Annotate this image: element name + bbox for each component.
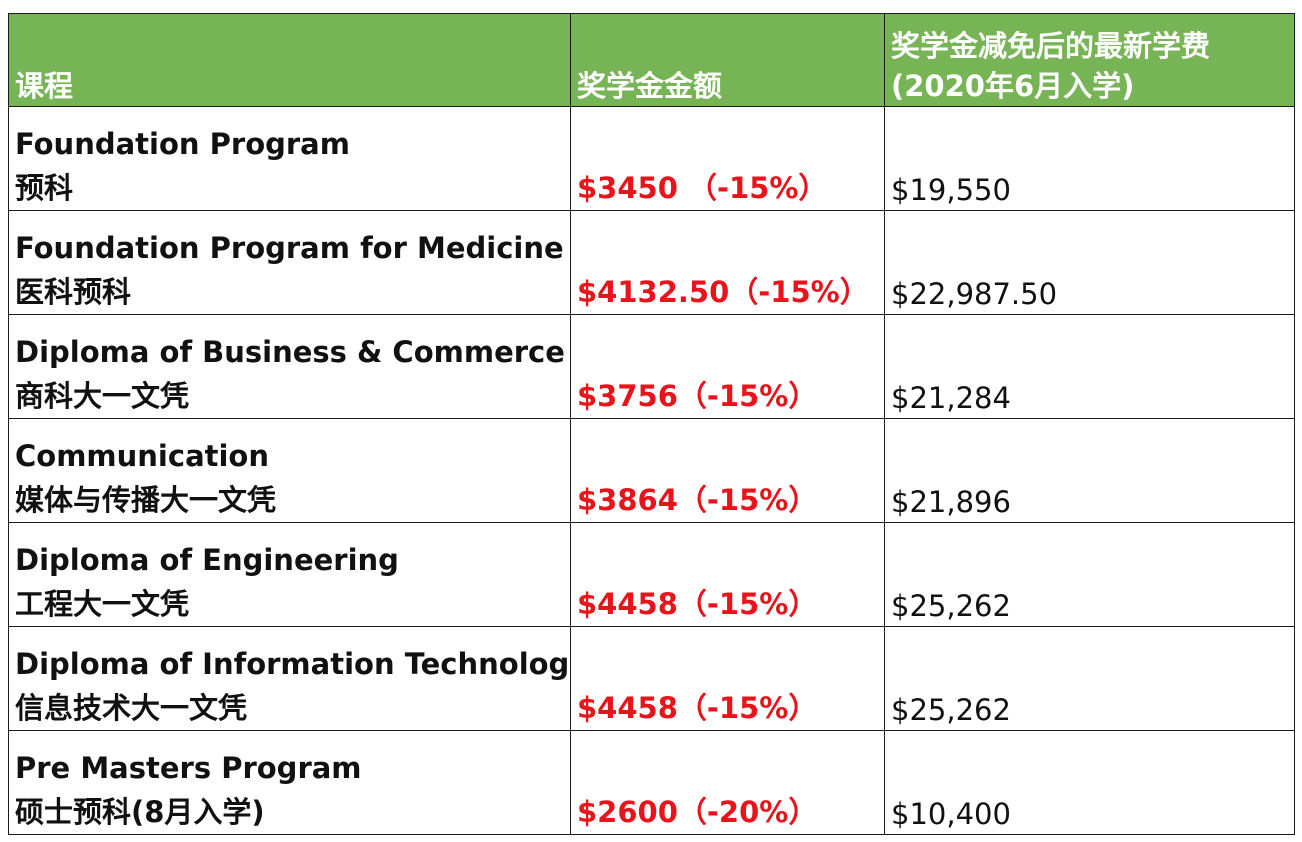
tuition-fee: $22,987.50: [884, 210, 1295, 315]
course-cell: Diploma of Business & Commerce 商科大一文凭: [8, 314, 571, 419]
course-name-en: Diploma of Engineering: [15, 543, 399, 577]
course-name-en: Communication: [15, 439, 270, 473]
scholarship-amount: $4458（-15%）: [570, 626, 885, 731]
course-name-zh: 媒体与传播大一文凭: [15, 483, 277, 517]
course-name-en: Diploma of Business & Commerce: [15, 335, 565, 369]
table-row: Foundation Program for Medicine 医科预科 $41…: [8, 210, 1295, 315]
table-row: Diploma of Business & Commerce 商科大一文凭 $3…: [8, 314, 1295, 419]
header-fee-line1: 奖学金减免后的最新学费: [891, 29, 1211, 63]
course-cell: Diploma of Information Technology 信息技术大一…: [8, 626, 571, 731]
table-row: Foundation Program 预科 $3450 （-15%） $19,5…: [8, 106, 1295, 211]
table-body: Foundation Program 预科 $3450 （-15%） $19,5…: [8, 106, 1295, 835]
scholarship-amount: $3450 （-15%）: [570, 106, 885, 211]
tuition-fee: $21,284: [884, 314, 1295, 419]
scholarship-amount: $3864（-15%）: [570, 418, 885, 523]
course-name-zh: 预科: [15, 171, 74, 205]
course-name-zh: 商科大一文凭: [15, 379, 190, 413]
tuition-fee: $19,550: [884, 106, 1295, 211]
course-cell: Communication 媒体与传播大一文凭: [8, 418, 571, 523]
tuition-fee: $25,262: [884, 522, 1295, 627]
scholarship-amount: $3756（-15%）: [570, 314, 885, 419]
tuition-table: 课程 奖学金金额 奖学金减免后的最新学费 (2020年6月入学) Foundat…: [8, 13, 1295, 835]
course-name-zh: 硕士预科(8月入学): [15, 795, 265, 829]
header-fee: 奖学金减免后的最新学费 (2020年6月入学): [884, 13, 1295, 107]
course-cell: Diploma of Engineering 工程大一文凭: [8, 522, 571, 627]
scholarship-amount: $4458（-15%）: [570, 522, 885, 627]
course-name-en: Foundation Program for Medicine: [15, 231, 564, 265]
tuition-fee: $21,896: [884, 418, 1295, 523]
scholarship-amount: $2600（-20%）: [570, 730, 885, 835]
course-name-zh: 医科预科: [15, 275, 132, 309]
course-cell: Foundation Program 预科: [8, 106, 571, 211]
course-name-en: Pre Masters Program: [15, 751, 362, 785]
table-row: Communication 媒体与传播大一文凭 $3864（-15%） $21,…: [8, 418, 1295, 523]
tuition-fee: $10,400: [884, 730, 1295, 835]
table-header: 课程 奖学金金额 奖学金减免后的最新学费 (2020年6月入学): [8, 13, 1295, 107]
course-cell: Foundation Program for Medicine 医科预科: [8, 210, 571, 315]
table-row: Pre Masters Program 硕士预科(8月入学) $2600（-20…: [8, 730, 1295, 835]
table-row: Diploma of Information Technology 信息技术大一…: [8, 626, 1295, 731]
course-name-zh: 信息技术大一文凭: [15, 691, 248, 725]
course-cell: Pre Masters Program 硕士预科(8月入学): [8, 730, 571, 835]
scholarship-amount: $4132.50（-15%）: [570, 210, 885, 315]
header-fee-line2: (2020年6月入学): [891, 69, 1135, 103]
header-course: 课程: [8, 13, 571, 107]
header-scholarship: 奖学金金额: [570, 13, 885, 107]
course-name-en: Foundation Program: [15, 127, 350, 161]
course-name-en: Diploma of Information Technology: [15, 647, 571, 681]
table-row: Diploma of Engineering 工程大一文凭 $4458（-15%…: [8, 522, 1295, 627]
tuition-fee: $25,262: [884, 626, 1295, 731]
course-name-zh: 工程大一文凭: [15, 587, 190, 621]
header-row: 课程 奖学金金额 奖学金减免后的最新学费 (2020年6月入学): [8, 13, 1295, 107]
